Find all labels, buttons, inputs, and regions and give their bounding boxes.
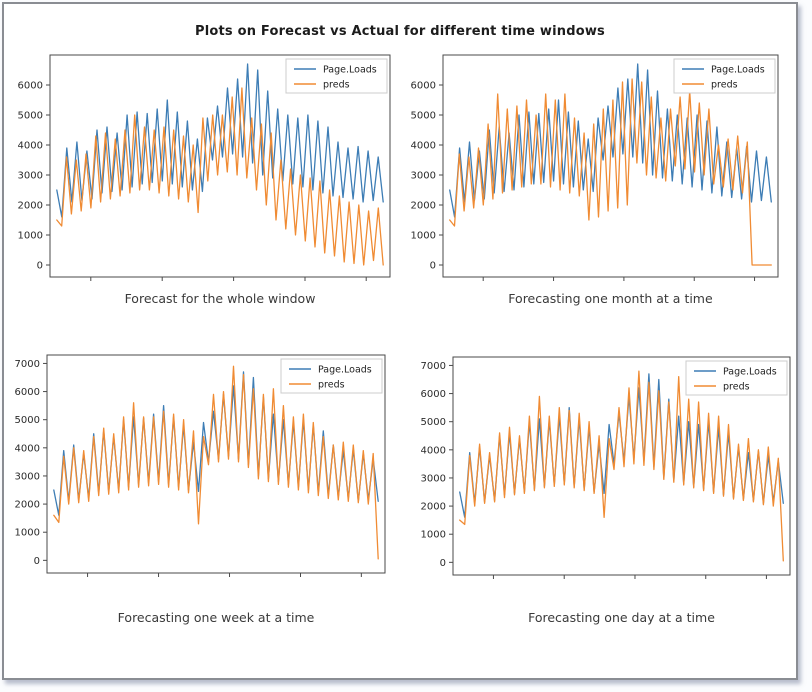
y-tick-label: 3000 [421,473,446,484]
legend-label-page-loads: Page.Loads [711,65,765,76]
caption-one-week: Forecasting one week at a time [117,610,315,625]
legend-box [685,360,788,396]
y-tick-label: 1000 [421,530,446,541]
legend-box [280,358,383,394]
legend-label-page-loads: Page.Loads [723,367,777,378]
series-line-preds [56,87,384,266]
figure-panel: Plots on Forecast vs Actual for differen… [2,2,798,680]
y-tick-label: 7000 [15,359,40,370]
y-tick-label: 0 [34,556,40,567]
y-tick-label: 1000 [18,231,43,242]
series-line-preds [459,370,784,562]
y-tick-label: 4000 [15,443,40,454]
subplot-one-month: 0 1000 2000 3000 4000 5000 6000 Page.Loads preds [411,54,779,281]
y-tick-label: 1000 [411,231,436,242]
y-tick-label: 1000 [15,528,40,539]
legend-label-preds: preds [723,382,750,393]
y-tick-label: 7000 [421,361,446,372]
subplot-one-week: 0 1000 2000 3000 4000 5000 6000 7000 Page.Loads p… [15,354,386,577]
subplot-whole-window: 0 1000 2000 3000 4000 5000 6000 Page.Loads preds [18,54,391,281]
series-line-page-loads [56,63,384,218]
y-tick-label: 6000 [411,81,436,92]
y-tick-label: 2000 [18,201,43,212]
series-line-preds [449,78,772,266]
caption-one-month: Forecasting one month at a time [508,291,713,306]
y-tick-label: 0 [37,261,43,272]
y-tick-label: 4000 [18,141,43,152]
legend-label-preds: preds [711,80,738,91]
legend-box [285,58,388,94]
y-tick-label: 0 [430,261,436,272]
caption-whole-window: Forecast for the whole window [124,291,316,306]
legend-label-preds: preds [323,80,350,91]
y-tick-label: 2000 [421,502,446,513]
y-tick-label: 3000 [18,171,43,182]
y-tick-label: 3000 [411,171,436,182]
y-tick-label: 5000 [18,111,43,122]
caption-one-day: Forecasting one day at a time [528,610,715,625]
y-tick-label: 5000 [421,417,446,428]
y-tick-label: 0 [440,558,446,569]
y-tick-label: 4000 [411,141,436,152]
series-line-preds [53,365,379,560]
legend-label-page-loads: Page.Loads [318,365,372,376]
y-tick-label: 6000 [18,81,43,92]
y-tick-label: 2000 [15,500,40,511]
y-tick-label: 5000 [411,111,436,122]
y-tick-label: 3000 [15,471,40,482]
subplot-one-day: 0 1000 2000 3000 4000 5000 6000 7000 Page.Loads p… [421,356,791,579]
legend-label-page-loads: Page.Loads [323,65,377,76]
legend-label-preds: preds [318,380,345,391]
y-tick-label: 2000 [411,201,436,212]
y-tick-label: 6000 [15,387,40,398]
y-tick-label: 6000 [421,389,446,400]
y-tick-label: 4000 [421,445,446,456]
y-tick-label: 5000 [15,415,40,426]
figure-title: Plots on Forecast vs Actual for differen… [194,24,605,39]
legend-box [673,58,776,94]
